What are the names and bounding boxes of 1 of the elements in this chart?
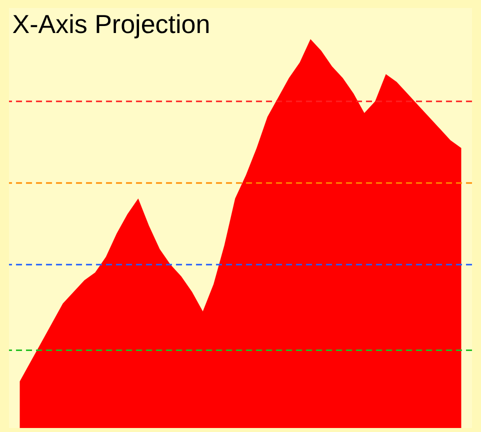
chart-title: X-Axis Projection — [12, 9, 210, 39]
